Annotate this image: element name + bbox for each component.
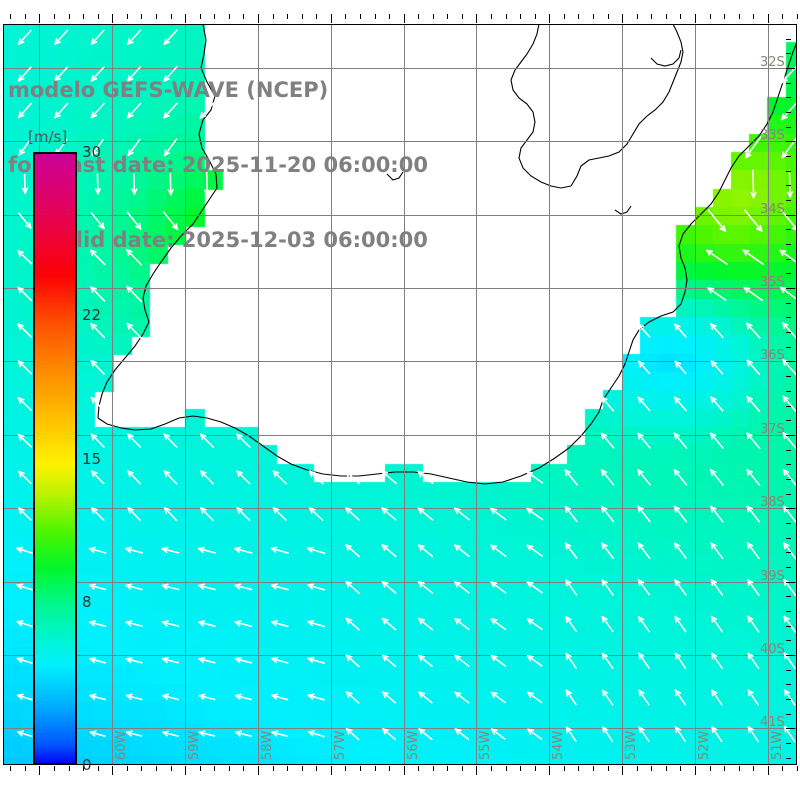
colorbar — [33, 152, 77, 765]
model-title: modelo GEFS-WAVE (NCEP) — [8, 78, 329, 102]
forecast-date-line: forecast date: 2025-11-20 06:00:00 — [8, 153, 428, 177]
colorbar-label-8: 8 — [82, 592, 92, 611]
lon-label-53W: 53W — [624, 730, 640, 760]
lat-label-38S: 38S — [760, 495, 785, 511]
lat-label-34S: 34S — [760, 201, 785, 217]
lon-label-56W: 56W — [405, 730, 421, 760]
colorbar-gradient — [33, 152, 77, 765]
lon-label-51W: 51W — [769, 730, 785, 760]
colorbar-unit-label: [m/s] — [28, 128, 68, 146]
map-plot-area — [3, 24, 797, 765]
right-tick-marks — [786, 24, 798, 765]
lon-label-54W: 54W — [551, 730, 567, 760]
coastline-layer — [97, 24, 797, 485]
lon-label-57W: 57W — [332, 730, 348, 760]
colorbar-label-15: 15 — [82, 449, 102, 468]
lon-label-60W: 60W — [114, 730, 130, 760]
title-block: modelo GEFS-WAVE (NCEP) forecast date: 2… — [8, 28, 428, 303]
lon-label-52W: 52W — [697, 730, 713, 760]
lat-label-40S: 40S — [760, 641, 785, 657]
lat-label-41S: 41S — [760, 715, 785, 731]
lat-label-32S: 32S — [760, 55, 785, 71]
colorbar-label-30: 30 — [82, 143, 102, 161]
lat-label-33S: 33S — [760, 128, 785, 144]
lat-label-36S: 36S — [760, 348, 785, 364]
graticule-layer — [3, 24, 797, 765]
lon-label-59W: 59W — [187, 730, 203, 760]
colorbar-label-0: 0 — [82, 756, 92, 774]
lat-label-37S: 37S — [760, 421, 785, 437]
colorbar-label-22: 22 — [82, 306, 102, 325]
top-tick-marks — [3, 14, 798, 26]
wind-speed-raster — [3, 24, 797, 765]
lon-label-58W: 58W — [259, 730, 275, 760]
lat-label-35S: 35S — [760, 275, 785, 291]
lat-label-39S: 39S — [760, 568, 785, 584]
lon-label-55W: 55W — [478, 730, 494, 760]
bottom-tick-marks — [3, 766, 798, 778]
